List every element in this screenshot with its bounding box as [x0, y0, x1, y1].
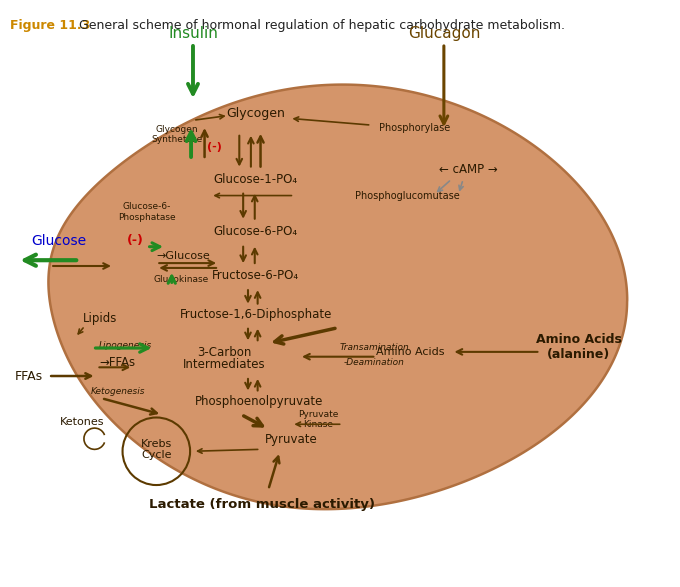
Text: Krebs
Cycle: Krebs Cycle: [141, 438, 172, 460]
Text: 3-Carbon: 3-Carbon: [197, 346, 251, 359]
Text: Insulin: Insulin: [168, 26, 218, 41]
Text: →FFAs: →FFAs: [99, 356, 135, 369]
Text: Phosphorylase: Phosphorylase: [379, 123, 450, 133]
Text: Lipogenesis: Lipogenesis: [99, 340, 152, 350]
Text: Amino Acids: Amino Acids: [376, 347, 444, 357]
Text: Glycogen: Glycogen: [226, 107, 285, 120]
Text: Amino Acids
(alanine): Amino Acids (alanine): [536, 333, 622, 361]
Polygon shape: [48, 85, 627, 509]
Text: Lipids: Lipids: [83, 312, 118, 325]
Text: FFAs: FFAs: [14, 369, 43, 383]
Text: ← cAMP →: ← cAMP →: [439, 163, 497, 176]
Text: -Deamination: -Deamination: [344, 358, 405, 367]
Text: Phosphoenolpyruvate: Phosphoenolpyruvate: [194, 394, 323, 407]
Text: Fructose-1,6-Diphosphate: Fructose-1,6-Diphosphate: [180, 308, 332, 321]
Text: General scheme of hormonal regulation of hepatic carbohydrate metabolism.: General scheme of hormonal regulation of…: [79, 19, 565, 32]
Text: (-): (-): [207, 142, 222, 152]
Text: Ketogenesis: Ketogenesis: [90, 387, 145, 396]
Text: Glucose-6-PO₄: Glucose-6-PO₄: [214, 225, 298, 238]
Text: Glycogen
Synthetase: Glycogen Synthetase: [151, 125, 202, 144]
Text: Glucose: Glucose: [31, 234, 86, 248]
Text: Transamination: Transamination: [339, 343, 409, 352]
Text: Intermediates: Intermediates: [182, 358, 265, 371]
Text: →Glucose: →Glucose: [156, 251, 210, 261]
Text: Ketones: Ketones: [60, 417, 104, 427]
Text: Glucagon: Glucagon: [408, 26, 480, 41]
Text: Glucokinase: Glucokinase: [154, 275, 209, 284]
Text: Lactate (from muscle activity): Lactate (from muscle activity): [150, 498, 375, 511]
Text: Phosphoglucomutase: Phosphoglucomutase: [355, 191, 460, 201]
Text: Pyruvate: Pyruvate: [265, 433, 318, 446]
Text: (-): (-): [126, 234, 143, 247]
Text: Fructose-6-PO₄: Fructose-6-PO₄: [212, 269, 299, 282]
Text: Glucose-6-
Phosphatase: Glucose-6- Phosphatase: [118, 203, 175, 222]
Text: Figure 11.3: Figure 11.3: [10, 19, 90, 32]
Text: Pyruvate
Kinase: Pyruvate Kinase: [299, 410, 339, 429]
Text: Glucose-1-PO₄: Glucose-1-PO₄: [214, 173, 298, 185]
